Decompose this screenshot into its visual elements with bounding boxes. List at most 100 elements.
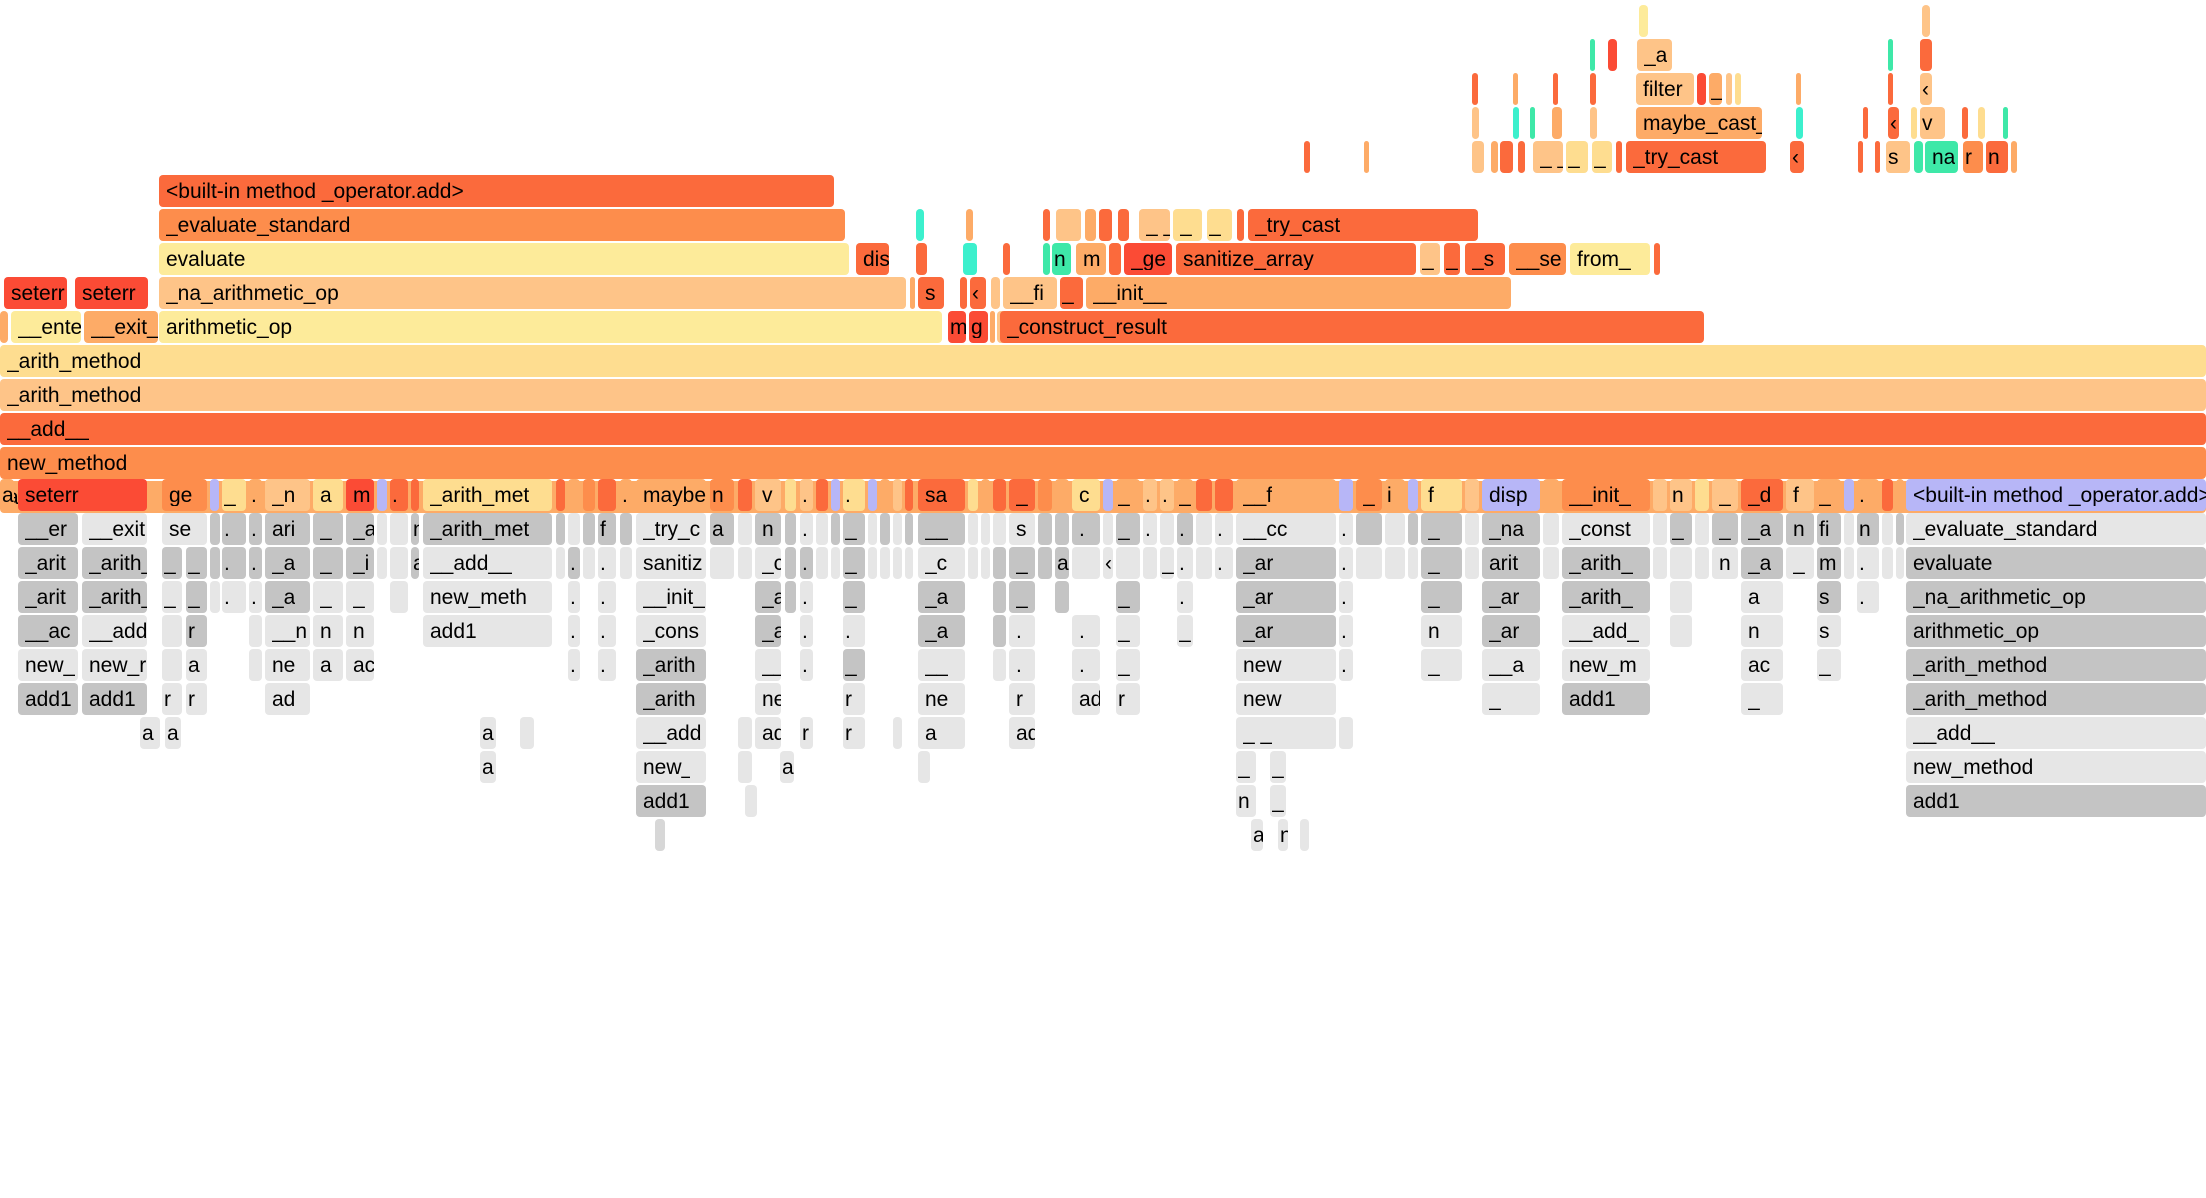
flame-frame[interactable]: add1 (1562, 683, 1650, 715)
flame-frame[interactable]: _evaluate_standard (159, 209, 845, 241)
flame-frame[interactable]: r (800, 717, 813, 749)
flame-frame[interactable]: _ (843, 581, 865, 613)
flame-frame[interactable]: _ _ (1533, 141, 1563, 173)
flame-frame[interactable] (2003, 107, 2008, 139)
flame-frame[interactable]: a (0, 479, 14, 511)
flame-frame[interactable] (1072, 547, 1100, 579)
flame-frame[interactable] (210, 547, 220, 579)
flame-frame[interactable]: _c (755, 547, 781, 579)
flame-frame[interactable]: _ (222, 479, 246, 511)
flame-frame[interactable] (981, 513, 990, 545)
flame-frame[interactable] (1653, 547, 1667, 579)
flame-frame[interactable] (1513, 107, 1519, 139)
flame-frame[interactable]: arithmetic_op (159, 311, 942, 343)
flame-frame[interactable]: add (1009, 717, 1035, 749)
flame-frame[interactable] (1653, 513, 1667, 545)
flame-frame[interactable] (1160, 513, 1174, 545)
flame-frame[interactable] (568, 513, 580, 545)
flame-frame[interactable]: sanitiz (636, 547, 706, 579)
flame-frame[interactable]: . (800, 513, 813, 545)
flame-frame[interactable]: __n (265, 615, 310, 647)
flame-frame[interactable]: n (346, 615, 374, 647)
flame-frame[interactable] (390, 581, 408, 613)
flame-frame[interactable] (1553, 73, 1558, 105)
flame-frame[interactable] (738, 751, 752, 783)
flame-frame[interactable]: _ (1592, 141, 1612, 173)
flame-frame[interactable] (1237, 209, 1244, 241)
flame-frame[interactable]: i (1385, 479, 1405, 511)
flame-frame[interactable]: f (598, 513, 616, 545)
flame-frame[interactable] (598, 479, 616, 511)
flame-frame[interactable]: _arith_method (1906, 649, 2206, 681)
flame-frame[interactable]: fi (1817, 513, 1841, 545)
flame-frame[interactable]: ne (755, 683, 781, 715)
flame-frame[interactable] (390, 547, 408, 579)
flame-frame[interactable] (880, 479, 890, 511)
flame-frame[interactable]: _ (1482, 683, 1540, 715)
flame-frame[interactable]: _cons (636, 615, 706, 647)
flame-frame[interactable] (831, 547, 840, 579)
flame-frame[interactable]: n (1670, 479, 1692, 511)
flame-frame[interactable]: . (1339, 615, 1353, 647)
flame-frame[interactable]: _a (265, 547, 310, 579)
flame-frame[interactable] (1552, 107, 1562, 139)
flame-frame[interactable]: _ (1116, 479, 1140, 511)
flame-frame[interactable] (1215, 479, 1233, 511)
flame-frame[interactable]: __init__ (1086, 277, 1511, 309)
flame-frame[interactable] (1590, 39, 1595, 71)
flame-frame[interactable] (785, 547, 796, 579)
flame-frame[interactable]: evaluate (1906, 547, 2206, 579)
flame-frame[interactable]: _arith_ (82, 581, 147, 613)
flame-frame[interactable]: . (1177, 513, 1193, 545)
flame-frame[interactable]: _ _ (1236, 717, 1336, 749)
flame-frame[interactable] (1408, 513, 1418, 545)
flame-frame[interactable]: __a (1482, 649, 1540, 681)
flame-frame[interactable] (1920, 39, 1932, 71)
flame-frame[interactable]: _i (346, 547, 374, 579)
flame-frame[interactable]: . (249, 547, 262, 579)
flame-frame[interactable]: m (948, 311, 966, 343)
flame-frame[interactable]: n (1741, 615, 1783, 647)
flame-frame[interactable] (1875, 141, 1880, 173)
flame-frame[interactable]: . (390, 479, 408, 511)
flame-frame[interactable] (880, 513, 890, 545)
flame-frame[interactable] (1304, 141, 1310, 173)
flame-frame[interactable]: __add__ (423, 547, 552, 579)
flame-frame[interactable]: . (598, 615, 616, 647)
flame-frame[interactable] (1911, 107, 1917, 139)
flame-frame[interactable]: _ (313, 581, 343, 613)
flame-frame[interactable]: a (140, 717, 160, 749)
flame-frame[interactable] (1364, 141, 1369, 173)
flame-frame[interactable] (1543, 513, 1559, 545)
flame-frame[interactable]: add1 (636, 785, 706, 817)
flame-frame[interactable] (1896, 479, 1904, 511)
flame-frame[interactable]: s (918, 277, 944, 309)
flame-frame[interactable] (1590, 107, 1597, 139)
flame-frame[interactable]: _ar (1236, 547, 1336, 579)
flame-frame[interactable]: ari (265, 513, 310, 545)
flame-frame[interactable]: _a (755, 581, 781, 613)
flame-frame[interactable] (1408, 547, 1418, 579)
flame-frame[interactable] (968, 513, 978, 545)
flame-frame[interactable]: __exit__ (84, 311, 158, 343)
flame-frame[interactable]: se (162, 513, 207, 545)
flame-frame[interactable]: new_m (1562, 649, 1650, 681)
flame-frame[interactable]: . (1215, 513, 1233, 545)
flame-frame[interactable] (738, 717, 752, 749)
flame-frame[interactable]: add1 (18, 683, 78, 715)
flame-frame[interactable] (1143, 547, 1157, 579)
flame-frame[interactable]: __ (918, 649, 965, 681)
flame-frame[interactable] (377, 513, 387, 545)
flame-frame[interactable]: new_ (18, 649, 78, 681)
flame-frame[interactable]: _c (918, 547, 965, 579)
flame-frame[interactable]: __ac (18, 615, 78, 647)
flame-frame[interactable]: _arith_ (1562, 547, 1650, 579)
flame-frame[interactable]: . (222, 547, 246, 579)
flame-frame[interactable]: maybe_cast_t (1636, 107, 1762, 139)
flame-frame[interactable]: seterr (4, 277, 67, 309)
flame-frame[interactable]: _n (265, 479, 310, 511)
flame-frame[interactable]: _arith_ (82, 547, 147, 579)
flame-frame[interactable]: _ar (1482, 581, 1540, 613)
flame-frame[interactable] (968, 479, 978, 511)
flame-frame[interactable] (1896, 513, 1904, 545)
